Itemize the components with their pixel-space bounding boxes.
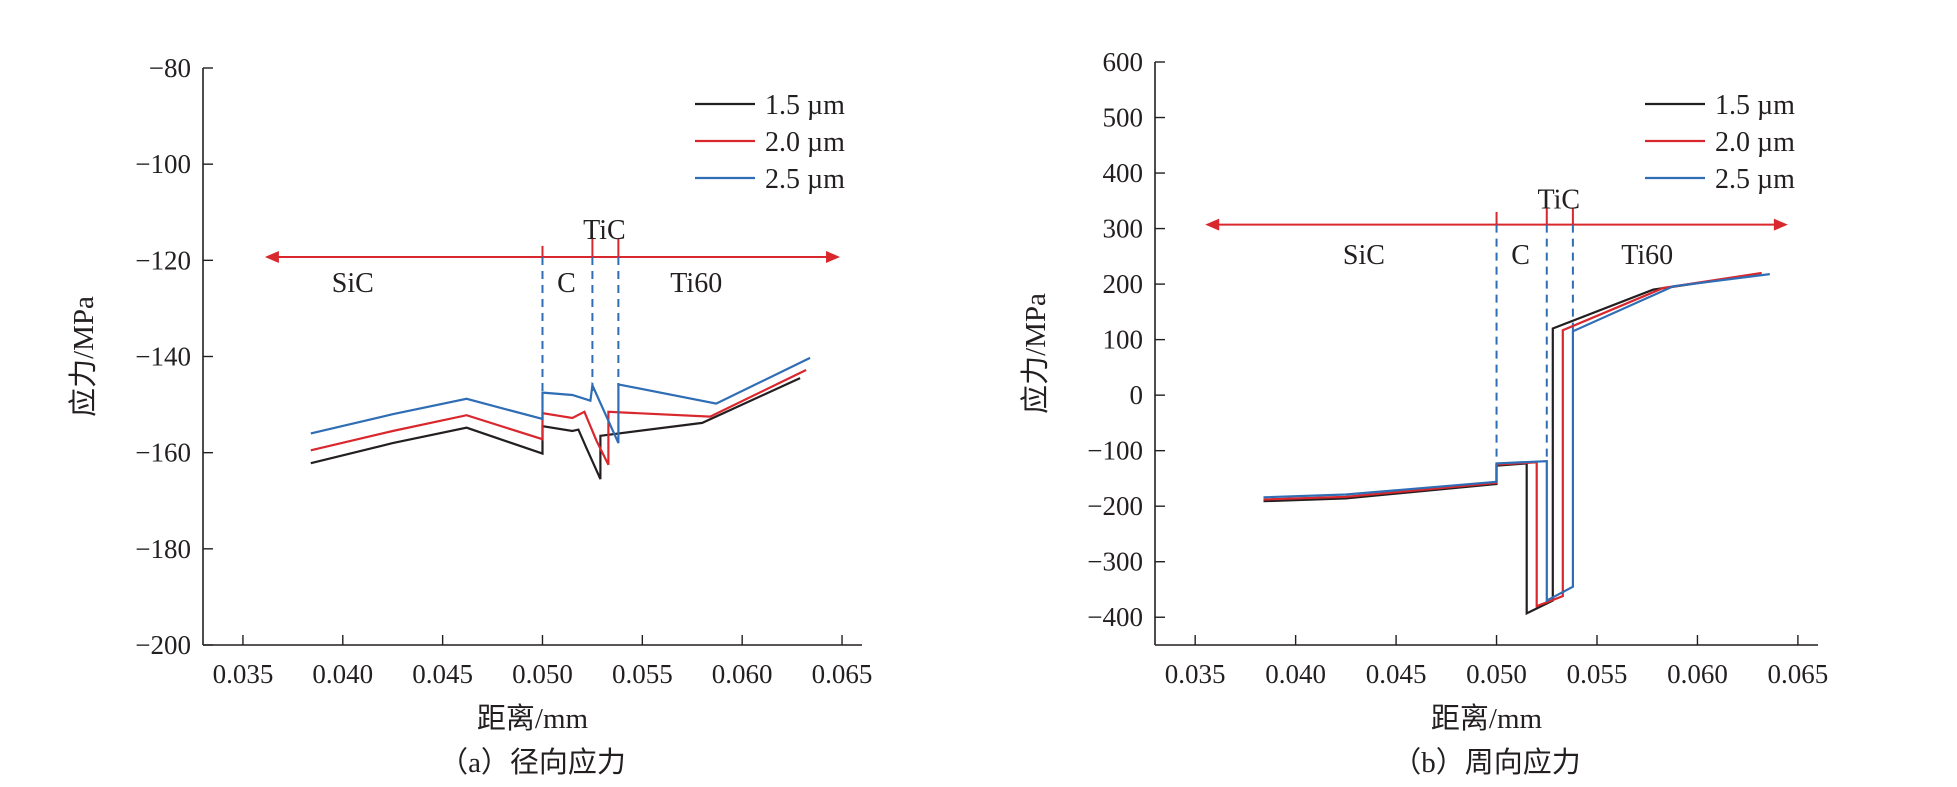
a-legend-label-3: 2.5 µm [765,164,845,195]
b-y-tick-label: 400 [1103,158,1144,188]
b-y-tick-label: 200 [1103,269,1144,299]
b-y-tick-label: 600 [1103,47,1144,77]
a-y-tick-label: −180 [135,534,191,564]
a-x-tick-label: 0.050 [512,659,573,689]
b-y-axis-title: 应力/MPa [1019,293,1052,414]
b-region-arrow-left-head [1205,218,1220,231]
a-y-tick-label: −120 [135,245,191,275]
b-y-tick-label: 300 [1103,214,1144,244]
b-y-tick-label: −300 [1087,547,1143,577]
b-x-tick-label: 0.045 [1366,659,1427,689]
panel-b-hoop-stress: −400 −300 −200 −100 0 100 200 300 400 500 600 0.035… [1019,47,1828,779]
b-y-tick-label: 0 [1130,380,1144,410]
a-region-arrow-left-head [264,250,279,263]
a-x-tick-label: 0.045 [412,659,473,689]
a-y-tick-label: −140 [135,342,191,372]
a-legend-label-2: 2.0 µm [765,127,845,158]
b-x-tick-label: 0.050 [1466,659,1527,689]
b-series-line-3 [1263,273,1770,603]
a-series-line-3 [310,356,811,444]
b-region-label-ti60: Ti60 [1621,240,1673,271]
b-x-axis-title: 距离/mm [1431,702,1543,735]
b-y-tick-label: 100 [1103,325,1144,355]
a-x-tick-label: 0.060 [712,659,773,689]
a-x-axis-title: 距离/mm [477,702,589,735]
b-x-tick-label: 0.055 [1567,659,1628,689]
b-legend-label-3: 2.5 µm [1715,164,1795,195]
b-x-tick-label: 0.040 [1265,659,1326,689]
a-region-label-ti60: Ti60 [670,268,722,299]
b-y-tick-label: −100 [1087,436,1143,466]
b-legend-label-2: 2.0 µm [1715,127,1795,158]
a-y-tick-label: −200 [135,630,191,660]
panel-a-radial-stress: −200 −180 −160 −140 −120 −100 −80 0.035 0.040 0.0… [67,53,872,779]
b-y-tick-label: 500 [1103,103,1144,133]
a-region-label-c: C [557,268,576,299]
b-x-tick-label: 0.060 [1667,659,1728,689]
a-y-tick-label: −100 [135,149,191,179]
b-region-label-c: C [1511,240,1530,271]
b-x-tick-label: 0.035 [1165,659,1226,689]
b-region-arrow-right-head [1773,218,1788,231]
b-region-label-tic: TiC [1538,185,1581,216]
b-series-line-2 [1263,271,1762,608]
a-x-tick-label: 0.065 [812,659,873,689]
a-region-label-tic: TiC [583,215,626,246]
a-y-axis-title: 应力/MPa [67,296,100,417]
b-caption: （b）周向应力 [1392,746,1581,779]
a-y-tick-label: −80 [149,53,191,83]
a-series-line-2 [310,369,807,466]
b-y-tick-label: −200 [1087,491,1143,521]
a-region-arrow-right-head [826,250,841,263]
a-legend-label-1: 1.5 µm [765,90,845,121]
a-x-tick-label: 0.055 [612,659,673,689]
a-x-tick-label: 0.040 [312,659,373,689]
b-y-tick-label: −400 [1087,602,1143,632]
a-region-label-sic: SiC [332,268,374,299]
b-legend-label-1: 1.5 µm [1715,90,1795,121]
a-y-tick-label: −160 [135,438,191,468]
b-series-line-1 [1263,273,1756,616]
a-x-tick-label: 0.035 [213,659,274,689]
a-caption: （a）径向应力 [439,746,626,779]
b-region-label-sic: SiC [1343,240,1385,271]
b-x-tick-label: 0.065 [1768,659,1829,689]
